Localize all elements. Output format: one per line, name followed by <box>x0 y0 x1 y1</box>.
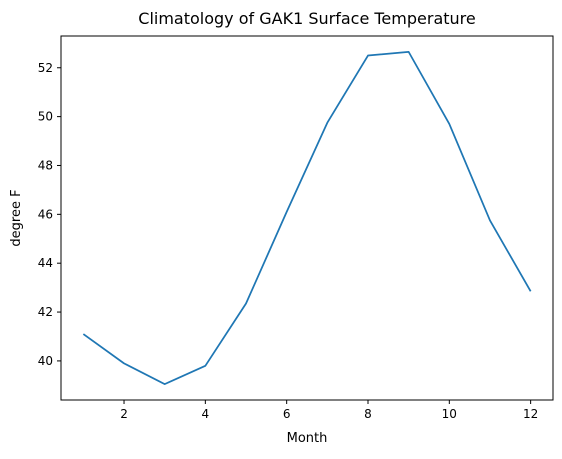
y-axis-label: degree F <box>9 189 24 246</box>
y-tick-label: 42 <box>38 305 53 319</box>
series-line <box>82 51 532 385</box>
y-axis-ticks: 40 42 44 46 48 50 52 <box>38 61 61 368</box>
x-axis-label: Month <box>287 431 328 446</box>
plot-area <box>82 51 532 385</box>
y-tick-label: 44 <box>38 256 53 270</box>
axes-frame <box>60 35 554 401</box>
y-tick-label: 46 <box>38 207 53 221</box>
y-tick-label: 52 <box>38 61 53 75</box>
x-tick-label: 12 <box>523 407 538 421</box>
y-tick-label: 40 <box>38 354 53 368</box>
chart-title: Climatology of GAK1 Surface Temperature <box>138 9 475 28</box>
x-tick-label: 6 <box>283 407 291 421</box>
x-tick-label: 4 <box>202 407 210 421</box>
y-tick-label: 48 <box>38 158 53 172</box>
x-tick-label: 2 <box>120 407 128 421</box>
y-tick-label: 50 <box>38 110 53 124</box>
x-tick-label: 8 <box>364 407 372 421</box>
x-axis-ticks: 2 4 6 8 10 12 <box>120 400 538 421</box>
x-tick-label: 10 <box>442 407 457 421</box>
